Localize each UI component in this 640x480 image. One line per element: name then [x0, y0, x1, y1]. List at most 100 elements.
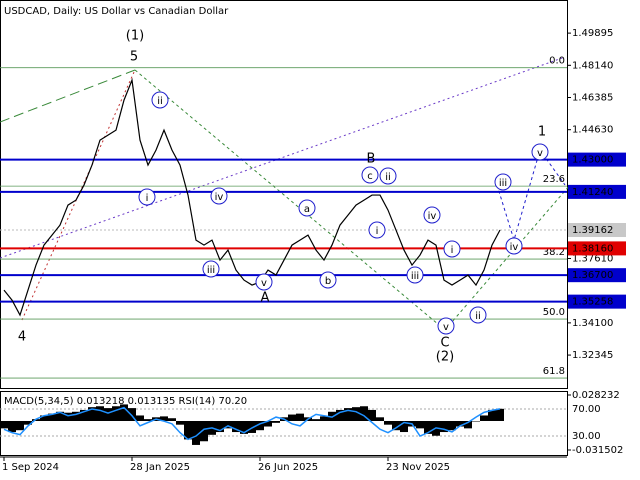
macd-bar [272, 420, 280, 423]
level-label: 1.43000 [572, 155, 613, 166]
macd-bar [16, 420, 24, 431]
macd-bar [456, 420, 464, 427]
macd-bar [344, 408, 352, 421]
level-label-box [568, 294, 626, 309]
wave-circle [505, 237, 523, 255]
macd-bar [488, 409, 496, 421]
wave-circle [202, 260, 220, 278]
wave-circle [437, 317, 455, 335]
macd-bar [160, 416, 168, 421]
wave-line [134, 69, 446, 331]
wave-circle [138, 188, 156, 206]
x-tick-label: 28 Jan 2025 [130, 462, 190, 473]
wave-label: c [367, 171, 373, 182]
macd-bar [216, 420, 224, 433]
macd-bar [120, 404, 128, 421]
level-label-box [568, 241, 626, 256]
macd-bar [496, 408, 504, 421]
wave-circle [319, 271, 337, 289]
wave-label: i [146, 193, 149, 204]
macd-bar [464, 420, 472, 429]
wave-label: i [451, 245, 454, 256]
projection-line [496, 148, 566, 242]
level-label: 1.41240 [572, 187, 613, 198]
macd-bar [352, 407, 360, 421]
y-tick-label: -0.031502 [572, 445, 623, 456]
macd-bar [224, 420, 232, 429]
fib-label: 23.6 [543, 174, 565, 185]
wave-circle [298, 199, 316, 217]
price-label-box [568, 223, 626, 238]
wave-label: (1) [126, 29, 144, 44]
fib-label: 61.8 [543, 366, 565, 377]
wave-label: iii [411, 271, 419, 282]
macd-bar [184, 420, 192, 440]
rsi-line [3, 406, 501, 441]
level-label-box [568, 152, 626, 167]
wave-label: 1 [538, 125, 546, 140]
wave-circle [494, 173, 512, 191]
macd-bar [96, 406, 104, 421]
macd-bar [80, 409, 88, 421]
macd-bar [376, 417, 384, 421]
wave-line [444, 184, 571, 331]
y-tick-label: 1.32345 [572, 350, 613, 361]
macd-bar [312, 419, 320, 421]
macd-bar [112, 406, 120, 421]
wave-circle [379, 167, 397, 185]
macd-bar [248, 420, 256, 433]
wave-label: a [304, 204, 310, 215]
macd-bar [72, 411, 80, 421]
wave-label: B [367, 152, 376, 167]
wave-label: ii [385, 172, 391, 183]
wave-circle [151, 91, 169, 109]
macd-bar [40, 415, 48, 421]
wave-label: v [537, 148, 543, 159]
y-tick-label: 0.028232 [572, 390, 620, 401]
wave-circle [469, 306, 487, 324]
macd-bar [128, 408, 136, 421]
macd-bar [296, 413, 304, 421]
y-tick-label: 1.44630 [572, 125, 613, 136]
main-pane [0, 0, 568, 389]
macd-bar [48, 413, 56, 421]
wave-line [21, 69, 136, 321]
macd-bar [200, 420, 208, 442]
wave-label: ii [475, 311, 481, 322]
wave-circle [443, 240, 461, 258]
macd-bar [400, 420, 408, 433]
wave-label: iii [207, 265, 215, 276]
wave-circle [423, 206, 441, 224]
wave-circle [361, 166, 379, 184]
macd-bar [144, 419, 152, 421]
wave-label: A [261, 291, 270, 306]
y-tick-label: 1.49895 [572, 28, 613, 39]
macd-bar [240, 420, 248, 434]
macd-bar [368, 409, 376, 421]
wave-label: ii [157, 96, 163, 107]
macd-bar [8, 420, 16, 433]
fib-label: 38.2 [543, 247, 565, 258]
wave-label: (2) [436, 350, 454, 365]
macd-bar [56, 411, 64, 421]
wave-label: b [325, 276, 331, 287]
wave-label: 4 [18, 330, 26, 345]
wave-label: i [376, 226, 379, 237]
macd-bar [384, 420, 392, 425]
wave-circle [368, 221, 386, 239]
macd-bar [480, 415, 488, 421]
x-tick-label: 1 Sep 2024 [2, 462, 59, 473]
x-tick-label: 26 Jun 2025 [258, 462, 318, 473]
y2-tick-label: 30.00 [572, 431, 601, 442]
wave-circle [210, 187, 228, 205]
macd-bar [360, 406, 368, 421]
macd-bar [288, 414, 296, 421]
macd-bar [64, 412, 72, 421]
y-tick-label: 1.46385 [572, 93, 613, 104]
wave-label: iii [499, 178, 507, 189]
macd-bar [336, 409, 344, 421]
macd-bar [264, 420, 272, 427]
wave-label: iv [428, 211, 437, 222]
wave-label: v [443, 322, 449, 333]
level-label: 1.35258 [572, 297, 613, 308]
